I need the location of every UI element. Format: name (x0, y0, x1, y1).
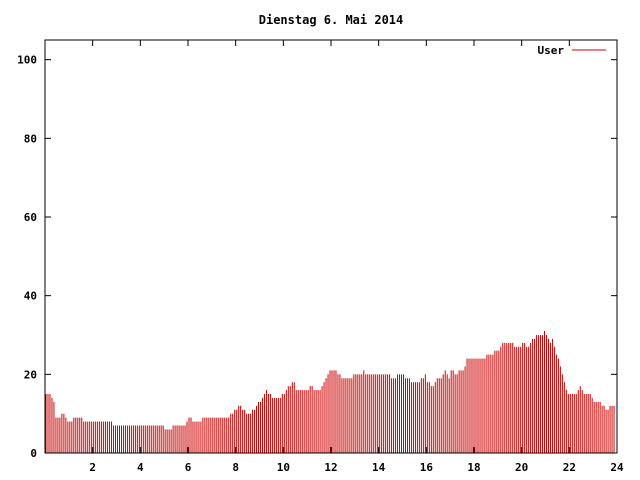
y-tick-label: 100 (17, 54, 37, 67)
y-tick-label: 20 (24, 368, 37, 381)
x-tick-label: 14 (372, 461, 386, 474)
x-tick-label: 2 (89, 461, 96, 474)
x-tick-label: 6 (185, 461, 192, 474)
y-tick-label: 80 (24, 132, 37, 145)
x-tick-label: 24 (610, 461, 624, 474)
x-tick-label: 16 (420, 461, 434, 474)
x-tick-label: 8 (232, 461, 239, 474)
legend-label: User (538, 44, 565, 57)
bars-layer (45, 331, 615, 453)
legend: User (538, 44, 606, 57)
x-tick-label: 4 (137, 461, 144, 474)
y-tick-label: 0 (30, 447, 37, 460)
y-tick-label: 60 (24, 211, 37, 224)
chart-title: Dienstag 6. Mai 2014 (259, 13, 404, 27)
x-tick-label: 18 (467, 461, 480, 474)
x-tick-label: 22 (563, 461, 576, 474)
y-tick-label: 40 (24, 290, 37, 303)
x-tick-label: 10 (277, 461, 290, 474)
x-tick-label: 20 (515, 461, 528, 474)
x-tick-label: 12 (324, 461, 337, 474)
